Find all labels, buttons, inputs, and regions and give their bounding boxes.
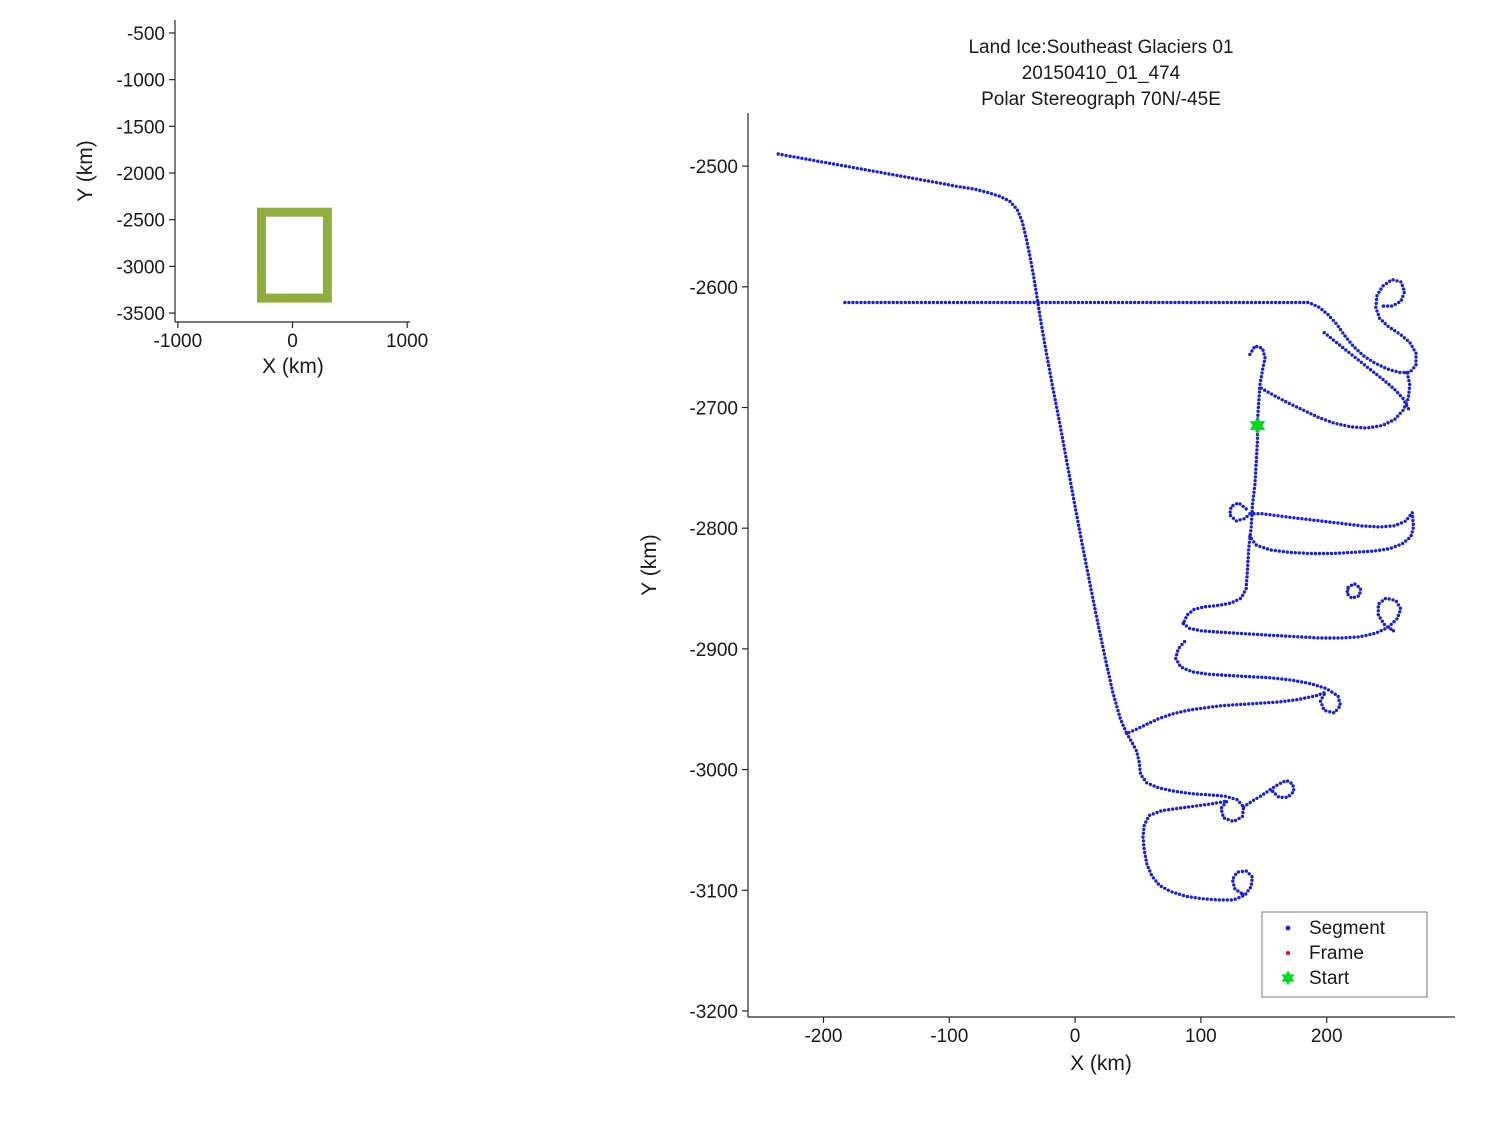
coverage-extent-box [257,207,332,303]
y-tick-label: -2500 [689,157,738,178]
y-tick-label: -1500 [116,117,165,138]
x-tick-label: -1000 [154,331,203,352]
plot-title-line-2: 20150410_01_474 [1022,63,1181,84]
plot-title-line-1: Land Ice:Southeast Glaciers 01 [968,37,1233,58]
y-tick-label: -2500 [116,211,165,232]
main-axes: -200 -100 0 100 200 -3200 -3100 -3000 -2900 -2800… [689,113,1455,1047]
frame-marker-icon [1285,950,1291,956]
start-marker [1249,416,1266,435]
y-tick-label: -1000 [116,71,165,92]
flight-track-dots [776,152,1418,902]
y-tick-label: -2900 [689,640,738,661]
main-y-axis-label: Y (km) [638,534,661,595]
inset-axes: -1000 0 1000 -3500 -3000 -2500 -2000 -1500 -1000… [116,20,428,352]
y-tick-label: -3000 [116,257,165,278]
y-tick-label: -500 [127,24,165,45]
x-tick-label: 0 [287,331,298,352]
segment-marker-icon [1285,925,1291,931]
legend-label-segment: Segment [1309,918,1386,939]
legend-label-frame: Frame [1309,943,1364,964]
inset-y-axis-label: Y (km) [74,140,97,201]
y-tick-label: -2600 [689,278,738,299]
main-x-axis-label: X (km) [1070,1052,1132,1075]
x-tick-label: -100 [930,1026,968,1047]
main-track-plot: Land Ice:Southeast Glaciers 01 20150410_… [638,37,1455,1075]
legend-label-start: Start [1309,968,1350,989]
x-tick-label: 200 [1311,1026,1343,1047]
x-tick-label: 100 [1185,1026,1217,1047]
y-tick-label: -3100 [689,881,738,902]
legend: Segment Frame Start [1261,911,1428,998]
overview-inset-plot: -1000 0 1000 -3500 -3000 -2500 -2000 -1500 -1000… [74,20,428,378]
y-tick-label: -3200 [689,1002,738,1023]
x-tick-label: -200 [804,1026,842,1047]
x-tick-label: 0 [1070,1026,1081,1047]
y-tick-label: -3500 [116,304,165,325]
y-tick-label: -2700 [689,398,738,419]
plot-title-line-3: Polar Stereograph 70N/-45E [981,89,1221,110]
y-tick-label: -2800 [689,519,738,540]
start-marker-icon [1281,970,1295,986]
y-tick-label: -2000 [116,164,165,185]
y-tick-label: -3000 [689,761,738,782]
x-tick-label: 1000 [386,331,428,352]
inset-x-axis-label: X (km) [262,355,324,378]
